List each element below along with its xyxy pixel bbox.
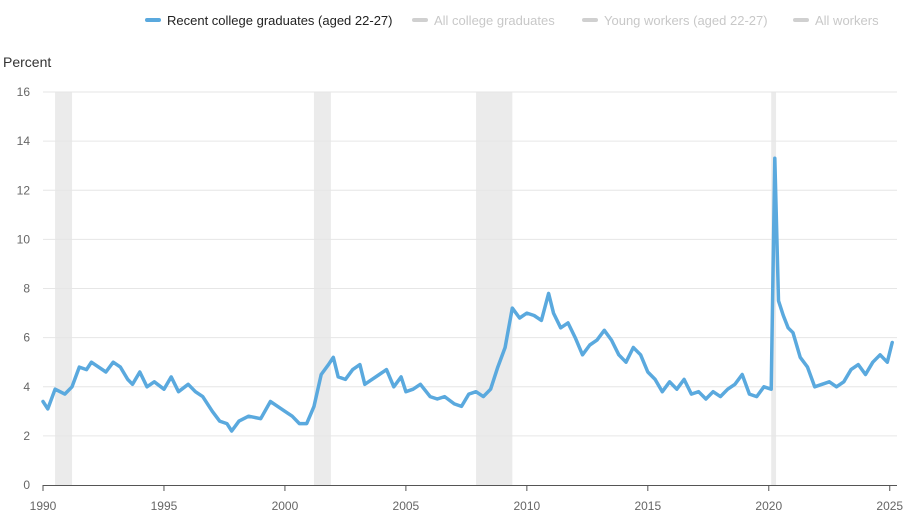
- legend-item-all-college-graduates[interactable]: All college graduates: [412, 10, 555, 30]
- series-line-recent-college-graduates: [41, 156, 894, 433]
- x-tick-label: 2010: [514, 499, 541, 513]
- y-tick-label: 10: [17, 232, 31, 246]
- legend-label: Recent college graduates (aged 22-27): [167, 12, 393, 28]
- y-tick-label: 0: [23, 478, 30, 492]
- legend-label: Young workers (aged 22-27): [604, 12, 768, 28]
- legend-item-recent-college-graduates[interactable]: Recent college graduates (aged 22-27): [145, 10, 392, 30]
- x-tick-label: 1995: [151, 499, 178, 513]
- y-tick-label: 6: [23, 331, 30, 345]
- y-tick-label: 4: [23, 380, 30, 394]
- y-tick-label: 16: [17, 85, 31, 99]
- x-tick-label: 2015: [634, 499, 661, 513]
- legend-swatch: [582, 18, 598, 22]
- legend-label: All college graduates: [434, 12, 555, 28]
- y-tick-label: 12: [17, 183, 31, 197]
- y-tick-label: 14: [17, 134, 31, 148]
- legend-item-all-workers[interactable]: All workers: [793, 10, 879, 30]
- legend-label: All workers: [815, 12, 879, 28]
- x-tick-label: 2020: [755, 499, 782, 513]
- x-tick-label: 2005: [393, 499, 420, 513]
- legend-swatch: [145, 18, 161, 22]
- chart-legend: Recent college graduates (aged 22-27) Al…: [0, 10, 915, 30]
- y-tick-label: 2: [23, 429, 30, 443]
- legend-swatch: [412, 18, 428, 22]
- y-axis-label: Percent: [3, 54, 52, 70]
- x-tick-label: 2000: [272, 499, 299, 513]
- legend-item-young-workers[interactable]: Young workers (aged 22-27): [582, 10, 768, 30]
- x-tick-label: 2025: [876, 499, 903, 513]
- x-tick-label: 1990: [30, 499, 57, 513]
- legend-swatch: [793, 18, 809, 22]
- y-tick-label: 8: [23, 282, 30, 296]
